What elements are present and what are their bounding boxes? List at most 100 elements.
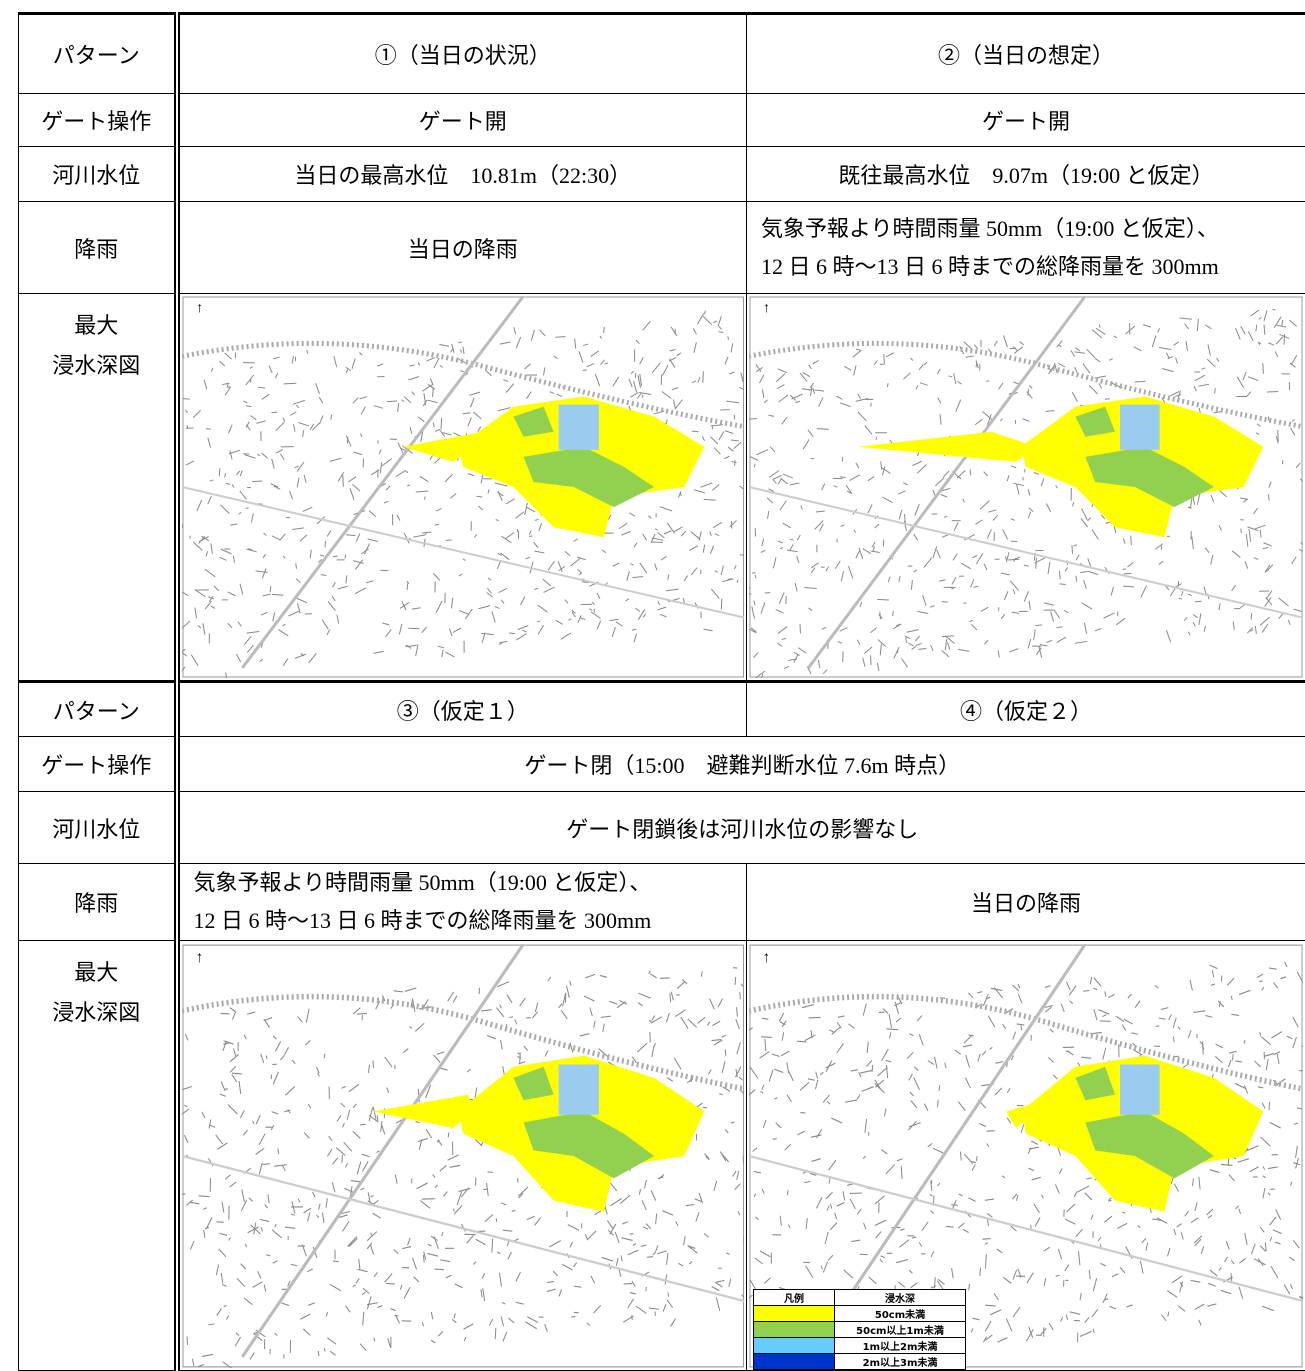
- table-row: ゲート操作ゲート開ゲート開: [19, 94, 1305, 147]
- map-detail: [1057, 627, 1063, 628]
- map-detail: [850, 1193, 862, 1194]
- map-detail: [219, 468, 220, 476]
- map-detail: [448, 1132, 449, 1137]
- flood-blue: [1120, 1064, 1160, 1114]
- flood-blue: [558, 405, 598, 450]
- map-detail: [1231, 995, 1232, 999]
- table-cell: 最大浸水深図: [19, 941, 177, 1371]
- map-detail: [1215, 388, 1216, 394]
- map-detail: [691, 431, 698, 432]
- north-arrow: ↑: [196, 949, 203, 966]
- table-row: 河川水位当日の最高水位 10.81m（22:30）既往最高水位 9.07m（19…: [19, 147, 1305, 202]
- legend-label: 2m以上3m未満: [835, 1354, 966, 1370]
- table-cell: 河川水位: [19, 792, 177, 864]
- map-detail: [1156, 1025, 1160, 1026]
- table-cell: ゲート閉（15:00 避難判断水位 7.6m 時点）: [177, 737, 1305, 792]
- map-detail: [1083, 990, 1089, 991]
- map-detail: [270, 586, 271, 592]
- north-arrow: ↑: [763, 949, 770, 966]
- map-detail: [871, 403, 872, 407]
- legend-label: 50cm未満: [835, 1306, 966, 1322]
- table-cell: パターン: [19, 14, 177, 94]
- map-detail: [876, 437, 877, 440]
- map-detail: [1267, 391, 1278, 392]
- map-detail: [702, 1107, 706, 1108]
- map-detail: [897, 650, 898, 653]
- table-cell: ③（仮定１）: [177, 682, 747, 737]
- table-cell: ゲート操作: [19, 94, 177, 147]
- table-cell: 気象予報より時間雨量 50mm（19:00 と仮定）、12 日 6 時～13 日…: [177, 864, 747, 941]
- map-detail: [976, 1156, 977, 1161]
- map-detail: [529, 536, 532, 537]
- table-cell: 最大浸水深図: [19, 294, 177, 682]
- map-detail: [283, 383, 296, 384]
- map-detail: [761, 1036, 772, 1037]
- map-detail: [982, 1238, 990, 1239]
- flood-map: ↑: [182, 296, 745, 678]
- cell-line: 12 日 6 時～13 日 6 時までの総降雨量を 300mm: [194, 902, 747, 940]
- table-row: ゲート操作ゲート閉（15:00 避難判断水位 7.6m 時点）: [19, 737, 1305, 792]
- map-detail: [739, 991, 740, 998]
- map-detail: [893, 611, 894, 616]
- map-detail: [1105, 399, 1110, 400]
- map-detail: [877, 599, 889, 600]
- map-detail: [582, 370, 586, 371]
- cell-line: 気象予報より時間雨量 50mm（19:00 と仮定）、: [194, 864, 747, 902]
- map-detail: [629, 1233, 633, 1234]
- table-cell: 降雨: [19, 864, 177, 941]
- map-detail: [884, 354, 885, 364]
- map-detail: [797, 1041, 806, 1042]
- map-detail: [453, 1208, 454, 1211]
- table-cell: 当日の降雨: [747, 864, 1305, 941]
- legend-row: 50cm未満: [754, 1306, 966, 1322]
- cell-line: 気象予報より時間雨量 50mm（19:00 と仮定）、: [761, 210, 1305, 248]
- map-detail: [356, 1013, 366, 1014]
- table-cell: ①（当日の状況）: [177, 14, 747, 94]
- map-detail: [377, 1115, 378, 1122]
- map-detail: [702, 371, 703, 382]
- map-detail: [646, 1256, 652, 1257]
- map-detail: [1195, 601, 1202, 602]
- legend-row: 1m以上2m未満: [754, 1338, 966, 1354]
- map-detail: [985, 1305, 996, 1306]
- map-detail: [509, 633, 515, 634]
- map-detail: [441, 418, 442, 429]
- map-detail: [434, 1269, 443, 1270]
- map-detail: [787, 1190, 788, 1195]
- map-detail: [817, 429, 829, 430]
- map-detail: [232, 1073, 242, 1074]
- table-row: 最大浸水深図↑↑: [19, 294, 1305, 682]
- cell-line: 浸水深図: [19, 993, 174, 1033]
- legend-header: 凡例: [754, 1290, 835, 1306]
- map-detail: [743, 1237, 744, 1242]
- map-cell: ↑: [747, 294, 1305, 682]
- map-detail: [725, 1049, 726, 1056]
- legend-swatch: [754, 1354, 835, 1370]
- map-detail: [860, 1254, 868, 1255]
- map-detail: [208, 1324, 214, 1325]
- map-detail: [938, 1099, 939, 1107]
- map-detail: [271, 412, 277, 413]
- map-detail: [939, 1085, 940, 1091]
- cell-line: 最大: [19, 953, 174, 993]
- map-detail: [495, 1328, 496, 1339]
- table-cell: ゲート開: [747, 94, 1305, 147]
- map-detail: [1046, 411, 1055, 412]
- table-row: 河川水位ゲート閉鎖後は河川水位の影響なし: [19, 792, 1305, 864]
- table-row: 降雨当日の降雨気象予報より時間雨量 50mm（19:00 と仮定）、12 日 6…: [19, 202, 1305, 294]
- map-detail: [1072, 545, 1073, 553]
- map-detail: [224, 1088, 227, 1089]
- cell-line: 12 日 6 時～13 日 6 時までの総降雨量を 300mm: [761, 248, 1305, 286]
- map-detail: [252, 481, 262, 482]
- map-detail: [886, 1028, 898, 1029]
- table-cell: パターン: [19, 682, 177, 737]
- table-cell: ゲート操作: [19, 737, 177, 792]
- legend-label: 1m以上2m未満: [835, 1338, 966, 1354]
- table-cell: ④（仮定２）: [747, 682, 1305, 737]
- map-detail: [1173, 1036, 1174, 1041]
